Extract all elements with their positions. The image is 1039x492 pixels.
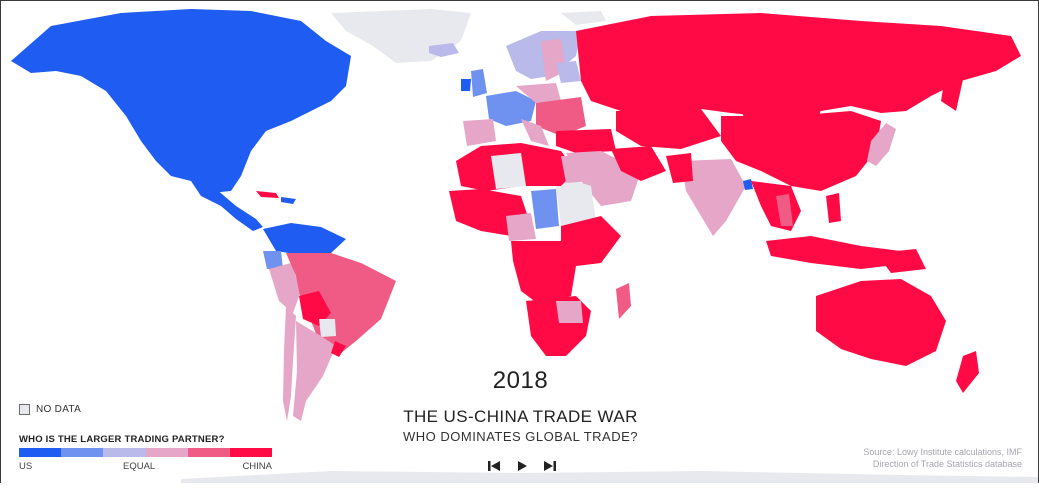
peru[interactable] [269,263,301,313]
argentina[interactable] [293,321,336,421]
no-data-swatch [19,404,30,415]
source-note: Source: Lowy Institute calculations, IMF… [863,446,1022,470]
ireland[interactable] [461,79,471,91]
svalbard[interactable] [561,11,606,25]
caribbean-2[interactable] [281,197,296,204]
legend-scale-step-0 [19,448,62,457]
japan[interactable] [867,123,896,166]
uk[interactable] [471,69,487,97]
brazil[interactable] [286,253,396,353]
bottom-margin [0,483,1039,492]
eastern-europe[interactable] [536,97,586,136]
philippines[interactable] [826,193,841,223]
caribbean[interactable] [256,191,279,198]
china[interactable] [721,111,881,191]
sudan[interactable] [556,186,596,226]
india[interactable] [681,159,746,236]
kamchatka[interactable] [941,66,966,111]
mongolia[interactable] [741,109,821,131]
australia[interactable] [816,279,946,366]
legend-scale-step-1 [61,448,104,457]
legend-title: WHO IS THE LARGER TRADING PARTNER? [19,434,225,445]
legend-scale-step-2 [103,448,146,457]
legend-label-equal: EQUAL [123,461,156,472]
skip-back-button[interactable] [485,459,503,473]
paraguay[interactable] [319,319,336,337]
legend-scale-step-4 [187,448,230,457]
bangladesh[interactable] [743,179,753,190]
legend-scale-step-3 [145,448,188,457]
chad[interactable] [531,189,559,229]
antarctica-edge [181,471,1038,483]
indonesia[interactable] [766,236,911,269]
uruguay[interactable] [331,341,346,357]
playback-controls [485,459,559,473]
spain-portugal[interactable] [463,119,496,146]
skip-back-icon [488,461,500,471]
papua[interactable] [876,249,926,273]
no-data-label: NO DATA [36,404,82,415]
legend-scale-step-5 [229,448,273,457]
map-title: THE US-CHINA TRADE WAR [403,407,638,426]
nigeria-area[interactable] [506,213,536,241]
turkey-caucasus[interactable] [556,129,616,153]
world-map[interactable] [1,1,1038,483]
algeria-libya[interactable] [491,153,526,189]
iran[interactable] [611,146,666,181]
skip-forward-icon [544,461,556,471]
north-america[interactable] [11,9,351,193]
east-africa[interactable] [561,216,621,266]
germany-poland[interactable] [516,83,561,103]
madagascar[interactable] [616,283,631,319]
source-line-1: Source: Lowy Institute calculations, IMF [863,447,1022,457]
egypt[interactable] [561,156,591,183]
play-icon [518,461,527,471]
legend-label-china: CHINA [242,461,272,472]
namibia-botswana[interactable] [556,301,583,323]
korea[interactable] [851,133,867,155]
pakistan[interactable] [666,153,693,183]
vietnam[interactable] [776,194,793,226]
source-line-2: Direction of Trade Statistics database [872,459,1022,469]
no-data-legend: NO DATA [19,404,81,415]
central-america[interactable] [191,181,263,231]
skip-forward-button[interactable] [541,459,559,473]
chile[interactable] [283,306,296,421]
legend-color-scale [19,448,273,457]
new-zealand[interactable] [956,351,979,393]
play-button[interactable] [513,459,531,473]
central-africa[interactable] [511,241,576,306]
colombia-venezuela[interactable] [263,223,346,255]
bolivia[interactable] [299,291,331,326]
map-subtitle: WHO DOMINATES GLOBAL TRADE? [402,429,639,444]
legend-scale-labels: US EQUAL CHINA [19,461,272,473]
southeast-asia[interactable] [751,181,801,231]
russia[interactable] [576,13,1021,116]
western-europe[interactable] [486,91,536,126]
ecuador[interactable] [263,251,283,269]
italy-balkans[interactable] [521,119,549,146]
kazakhstan[interactable] [616,109,721,149]
baltic[interactable] [556,61,581,83]
legend-label-us: US [19,461,33,472]
iceland[interactable] [429,43,459,57]
year-label: 2018 [492,367,549,394]
